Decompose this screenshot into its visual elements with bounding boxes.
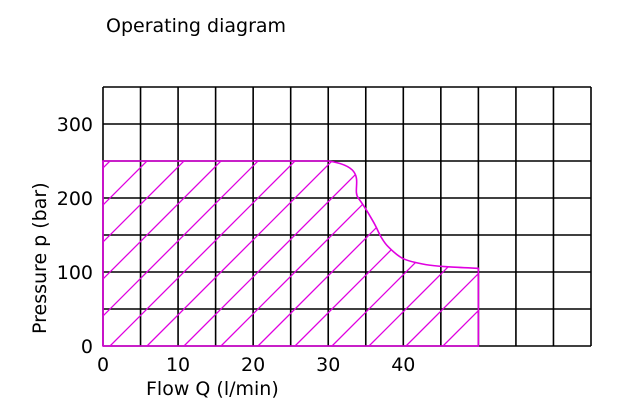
- hatch-line: [331, 161, 479, 346]
- x-tick-label: 10: [166, 354, 190, 376]
- hatch-line: [220, 161, 479, 346]
- x-axis-label: Flow Q (l/min): [146, 378, 279, 400]
- hatch-line: [554, 0, 617, 346]
- hatch-line: [183, 161, 479, 346]
- hatch-line: [257, 161, 479, 346]
- hatch-line: [405, 161, 479, 346]
- region-outline: [102, 160, 480, 347]
- hatch-line: [591, 0, 617, 346]
- x-tick-label: 20: [241, 354, 265, 376]
- hatch-line: [103, 161, 457, 346]
- operating-region: [102, 0, 617, 347]
- y-tick-label: 0: [81, 336, 93, 358]
- grid: [102, 86, 592, 347]
- hatch-line: [103, 161, 124, 346]
- hatch-line: [368, 161, 479, 346]
- hatch-line: [146, 161, 479, 346]
- hatch-line: [109, 161, 479, 346]
- hatch-line: [103, 161, 383, 346]
- hatch-line: [103, 161, 161, 346]
- y-tick-label: 100: [57, 262, 93, 284]
- tick-labels: 0 10 20 30 40 0 100 200 300: [57, 114, 416, 376]
- chart-title: Operating diagram: [106, 15, 286, 37]
- x-tick-label: 40: [391, 354, 415, 376]
- hatch-line: [480, 0, 617, 346]
- y-axis-label: Pressure p (bar): [29, 182, 51, 334]
- y-tick-label: 200: [57, 188, 93, 210]
- hatch-line: [103, 161, 479, 346]
- hatch-pattern: [103, 0, 617, 346]
- hatch-line: [517, 0, 617, 346]
- hatch-line: [294, 161, 479, 346]
- x-tick-label: 30: [316, 354, 340, 376]
- x-tick-label: 0: [97, 354, 109, 376]
- y-tick-label: 300: [57, 114, 93, 136]
